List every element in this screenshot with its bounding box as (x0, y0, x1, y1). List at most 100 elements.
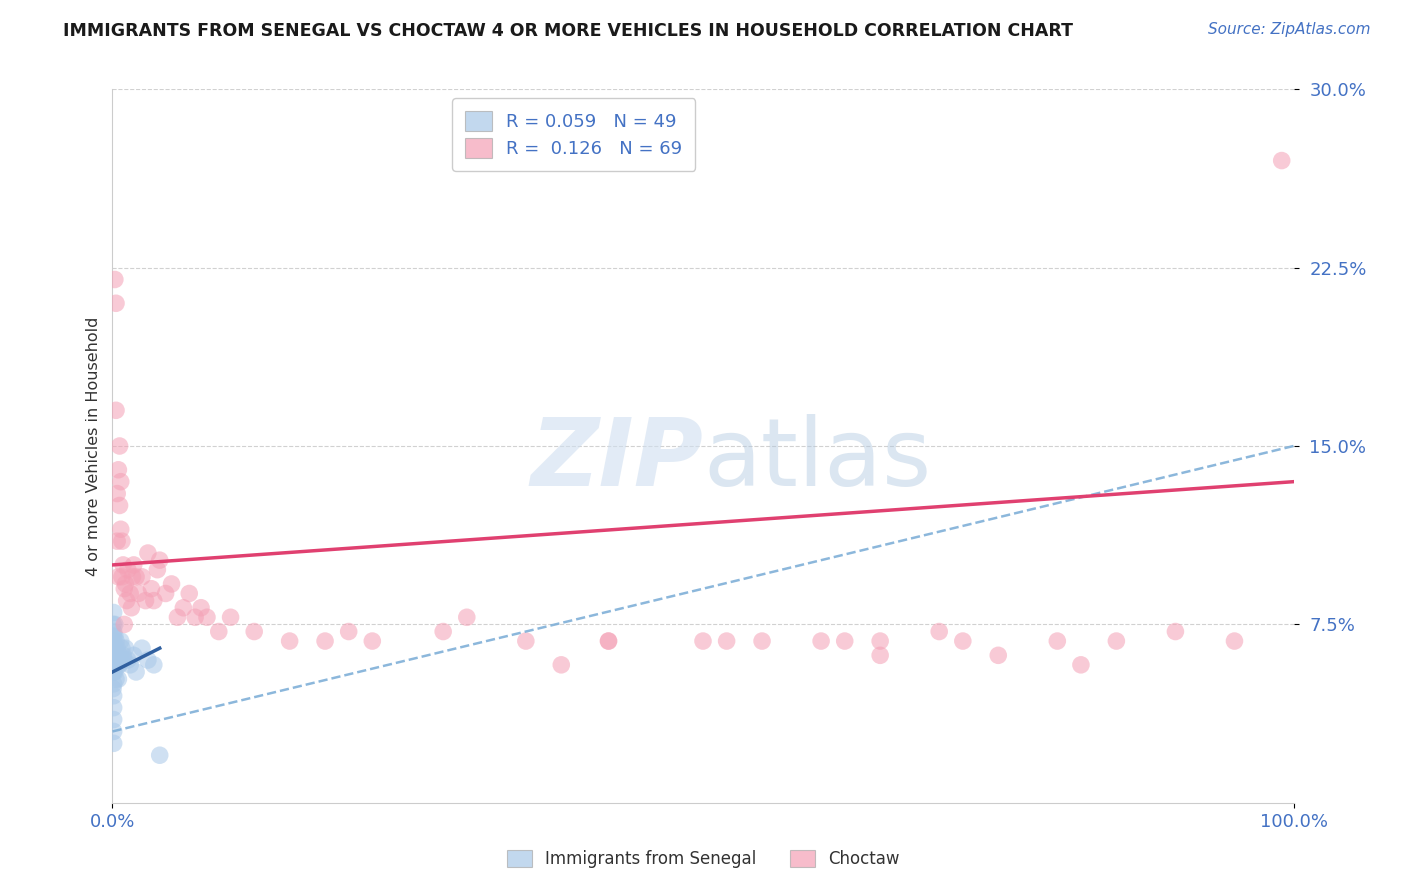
Point (110, 653, 132, 667)
Point (1223, 634, 1246, 648)
Point (190, 600, 212, 615)
Point (952, 634, 974, 648)
Point (105, 648, 128, 663)
Point (869, 634, 891, 648)
Point (141, 582, 163, 596)
Point (111, 534, 134, 549)
Point (1046, 634, 1069, 648)
Point (810, 634, 832, 648)
Point (142, 593, 165, 607)
Point (716, 634, 738, 648)
Legend: Immigrants from Senegal, Choctaw: Immigrants from Senegal, Choctaw (501, 843, 905, 875)
Point (136, 546, 159, 560)
Point (104, 641, 127, 656)
Point (110, 634, 132, 648)
Point (243, 624, 266, 639)
Point (105, 403, 128, 417)
Point (114, 641, 136, 656)
Point (112, 653, 135, 667)
Point (108, 657, 131, 672)
Point (104, 665, 127, 679)
Point (110, 475, 132, 489)
Point (103, 677, 125, 691)
Legend: R = 0.059   N = 49, R =  0.126   N = 69: R = 0.059 N = 49, R = 0.126 N = 69 (453, 98, 695, 170)
Point (103, 606, 125, 620)
Point (105, 296, 128, 310)
Point (195, 610, 218, 624)
Point (149, 553, 172, 567)
Point (142, 657, 165, 672)
Point (834, 634, 856, 648)
Point (184, 610, 207, 624)
Point (869, 648, 891, 663)
Point (598, 634, 620, 648)
Y-axis label: 4 or more Vehicles in Household: 4 or more Vehicles in Household (86, 317, 101, 575)
Point (103, 724, 125, 739)
Point (105, 672, 128, 686)
Text: IMMIGRANTS FROM SENEGAL VS CHOCTAW 4 OR MORE VEHICLES IN HOUSEHOLD CORRELATION C: IMMIGRANTS FROM SENEGAL VS CHOCTAW 4 OR … (63, 22, 1073, 40)
Point (122, 648, 145, 663)
Point (103, 653, 125, 667)
Point (103, 641, 125, 656)
Point (107, 570, 129, 584)
Point (105, 653, 128, 667)
Point (111, 570, 134, 584)
Point (598, 634, 620, 648)
Point (104, 629, 127, 643)
Point (108, 439, 131, 453)
Point (105, 634, 128, 648)
Point (751, 634, 773, 648)
Point (107, 463, 129, 477)
Point (112, 617, 135, 632)
Point (117, 563, 139, 577)
Point (692, 634, 714, 648)
Point (135, 593, 157, 607)
Point (1164, 624, 1187, 639)
Point (314, 634, 336, 648)
Point (928, 624, 950, 639)
Point (278, 634, 301, 648)
Point (987, 648, 1010, 663)
Point (172, 600, 194, 615)
Point (1070, 657, 1092, 672)
Point (111, 641, 134, 656)
Point (149, 748, 172, 763)
Point (105, 534, 128, 549)
Point (105, 657, 128, 672)
Text: Source: ZipAtlas.com: Source: ZipAtlas.com (1208, 22, 1371, 37)
Point (337, 624, 360, 639)
Point (108, 499, 131, 513)
Point (121, 570, 143, 584)
Point (131, 570, 153, 584)
Point (155, 586, 177, 600)
Point (103, 700, 125, 714)
Point (108, 648, 131, 663)
Point (1105, 634, 1128, 648)
Point (101, 681, 124, 696)
Point (515, 634, 537, 648)
Point (101, 617, 124, 632)
Point (101, 653, 124, 667)
Point (112, 582, 135, 596)
Point (208, 624, 231, 639)
Point (361, 634, 384, 648)
Point (103, 665, 125, 679)
Point (107, 672, 129, 686)
Point (117, 653, 139, 667)
Point (112, 648, 135, 663)
Point (101, 634, 124, 648)
Point (120, 586, 142, 600)
Point (110, 522, 132, 536)
Point (114, 577, 136, 591)
Point (104, 272, 127, 286)
Point (166, 610, 188, 624)
Text: ZIP: ZIP (530, 414, 703, 507)
Point (127, 586, 149, 600)
Point (103, 736, 125, 750)
Point (136, 653, 159, 667)
Point (101, 665, 124, 679)
Point (107, 657, 129, 672)
Point (160, 577, 183, 591)
Point (146, 563, 169, 577)
Point (103, 689, 125, 703)
